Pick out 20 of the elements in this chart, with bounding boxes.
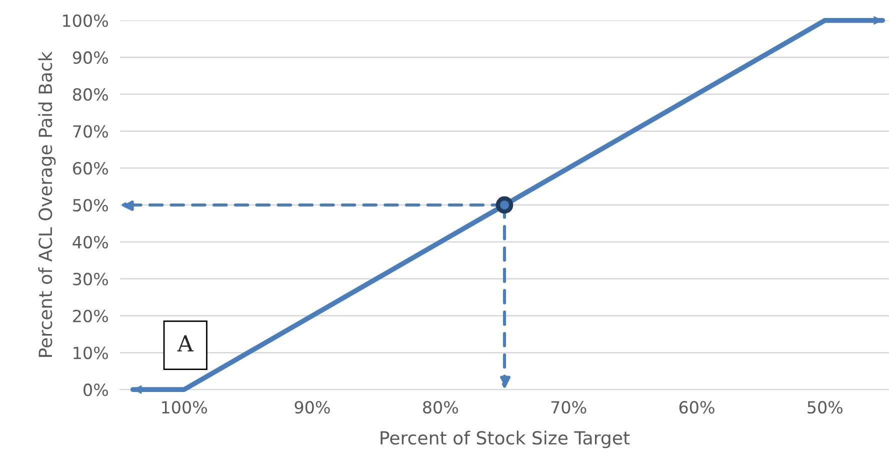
- x-tick-label: 90%: [294, 400, 330, 414]
- y-tick-label: 10%: [74, 346, 108, 360]
- x-tick-label: 70%: [551, 400, 586, 414]
- y-tick-label: 70%: [73, 125, 108, 138]
- x-tick-label: 60%: [679, 400, 714, 414]
- y-tick-label: 50%: [73, 198, 108, 212]
- y-tick-label: 30%: [73, 272, 108, 286]
- x-tick-label: 100%: [162, 400, 207, 414]
- y-tick-label: 60%: [73, 162, 108, 175]
- y-axis-title: Percent of ACL Overage Paid Back: [38, 51, 56, 357]
- y-tick-label: 100%: [63, 14, 108, 27]
- x-tick-label: 50%: [808, 400, 843, 414]
- y-tick-label: 40%: [72, 236, 108, 248]
- y-tick-label: 20%: [73, 310, 108, 322]
- annotation: A: [177, 335, 194, 352]
- y-tick-label: 0%: [84, 384, 108, 396]
- x-tick-label: 80%: [423, 400, 458, 414]
- x-axis-title: Percent of Stock Size Target: [380, 430, 630, 448]
- y-tick-label: 90%: [72, 51, 108, 64]
- y-tick-label: 80%: [72, 88, 108, 101]
